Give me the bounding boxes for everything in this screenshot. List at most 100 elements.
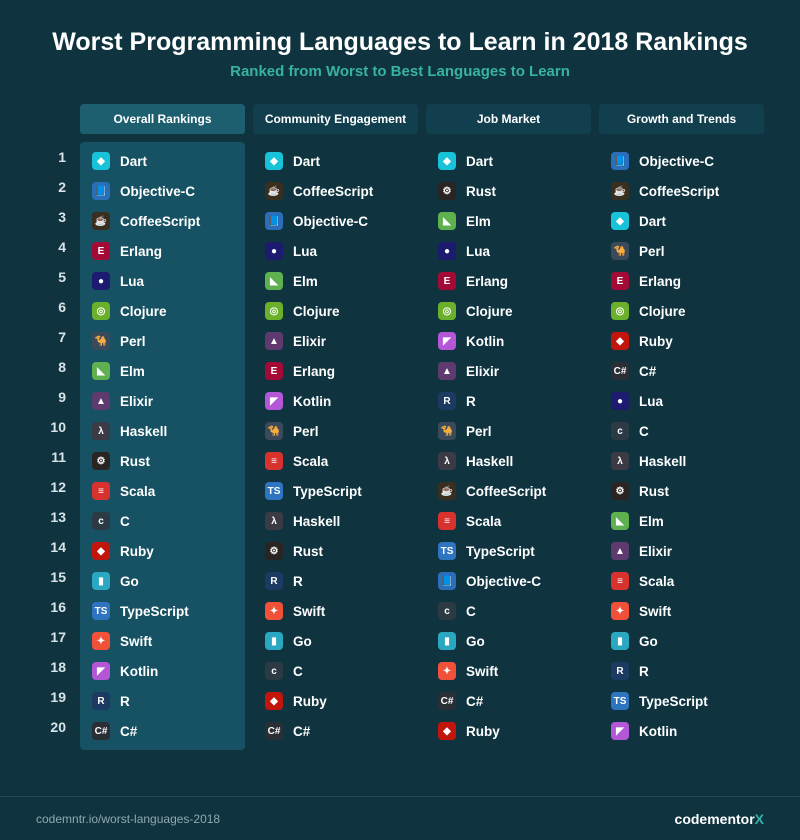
language-label: Elm [639, 514, 664, 529]
language-label: Elixir [120, 394, 153, 409]
language-label: CoffeeScript [120, 214, 200, 229]
list-item: ◣Elm [599, 506, 764, 536]
language-label: Objective-C [466, 574, 541, 589]
language-icon: ≡ [92, 482, 110, 500]
language-icon: C# [92, 722, 110, 740]
list-item: ✦ Swift [426, 656, 591, 686]
language-label: Go [120, 574, 139, 589]
language-label: R [120, 694, 130, 709]
language-icon: ≡ [438, 512, 456, 530]
column-header: Job Market [426, 104, 591, 134]
list-item: 📘 Objective-C [426, 566, 591, 596]
list-item: EErlang [80, 236, 245, 266]
language-icon: ✦ [438, 662, 456, 680]
footer-url: codemntr.io/worst-languages-2018 [36, 812, 220, 826]
language-icon: ≡ [611, 572, 629, 590]
list-item: RR [599, 656, 764, 686]
language-icon: E [265, 362, 283, 380]
rank-number: 5 [36, 262, 72, 292]
language-icon: ▮ [611, 632, 629, 650]
column-header: Overall Rankings [80, 104, 245, 134]
list-item: ⚙Rust [426, 176, 591, 206]
language-icon: ◤ [611, 722, 629, 740]
language-icon: E [611, 272, 629, 290]
footer-brand: codementorX [675, 811, 764, 827]
ranking-column: Overall Rankings◆Dart📘Objective-C☕Coffee… [80, 104, 245, 750]
language-icon: R [265, 572, 283, 590]
language-label: Elixir [639, 544, 672, 559]
language-label: C [120, 514, 130, 529]
rank-number: 3 [36, 202, 72, 232]
rank-number: 13 [36, 502, 72, 532]
list-item: ●Lua [80, 266, 245, 296]
language-icon: ◎ [438, 302, 456, 320]
rank-number: 17 [36, 622, 72, 652]
language-label: Go [639, 634, 658, 649]
list-item: ◎ Clojure [80, 296, 245, 326]
language-icon: TS [265, 482, 283, 500]
language-icon: ● [265, 242, 283, 260]
language-label: Go [466, 634, 485, 649]
language-label: C# [466, 694, 483, 709]
language-label: Swift [466, 664, 498, 679]
language-icon: C# [611, 362, 629, 380]
list-item: cC [253, 656, 418, 686]
language-icon: ◆ [92, 542, 110, 560]
list-item: ●Lua [426, 236, 591, 266]
language-label: C [639, 424, 649, 439]
language-label: Kotlin [120, 664, 158, 679]
list-item: ✦Swift [80, 626, 245, 656]
language-label: TypeScript [293, 484, 362, 499]
list-item: ≡Scala [80, 476, 245, 506]
list-item: ◆Ruby [80, 536, 245, 566]
language-icon: ▮ [438, 632, 456, 650]
language-icon: ◆ [265, 692, 283, 710]
language-icon: 📘 [438, 572, 456, 590]
language-label: Swift [293, 604, 325, 619]
rank-number: 8 [36, 352, 72, 382]
language-label: Kotlin [293, 394, 331, 409]
language-icon: ◤ [92, 662, 110, 680]
list-item: ◤Kotlin [599, 716, 764, 746]
list-item: ◣Elm [426, 206, 591, 236]
language-icon: ▲ [438, 362, 456, 380]
list-item: ☕CoffeeScript [426, 476, 591, 506]
language-label: Objective-C [639, 154, 714, 169]
language-label: CoffeeScript [293, 184, 373, 199]
list-item: ◎Clojure [599, 296, 764, 326]
list-item: ◣Elm [80, 356, 245, 386]
language-label: Clojure [293, 304, 340, 319]
ranking-column: Job Market◆Dart⚙Rust◣Elm●LuaEErlang◎Cloj… [426, 104, 591, 750]
language-label: C# [639, 364, 656, 379]
list-item: ▲Elixir [80, 386, 245, 416]
list-item: λHaskell [80, 416, 245, 446]
rank-column: 1234567891011121314151617181920 [36, 104, 72, 750]
list-item: ●Lua [599, 386, 764, 416]
rank-number: 15 [36, 562, 72, 592]
language-label: C [466, 604, 476, 619]
list-item: ✦Swift [599, 596, 764, 626]
rank-number: 20 [36, 712, 72, 742]
list-item: ▮Go [253, 626, 418, 656]
language-icon: ◎ [92, 302, 110, 320]
language-label: Dart [293, 154, 320, 169]
language-icon: λ [265, 512, 283, 530]
list-item: ◎Clojure [426, 296, 591, 326]
language-icon: ◎ [611, 302, 629, 320]
list-item: 📘Objective-C [599, 146, 764, 176]
list-item: ⚙Rust [80, 446, 245, 476]
language-label: Lua [120, 274, 144, 289]
language-icon: 📘 [92, 182, 110, 200]
language-label: Perl [466, 424, 492, 439]
list-item: C#C# [253, 716, 418, 746]
list-item: ◆Dart [426, 146, 591, 176]
list-item: ✦Swift [253, 596, 418, 626]
language-icon: 🐪 [611, 242, 629, 260]
language-label: Ruby [639, 334, 673, 349]
language-icon: ◆ [438, 722, 456, 740]
language-label: R [466, 394, 476, 409]
list-item: ◆Ruby [426, 716, 591, 746]
list-item: 📘Objective-C [253, 206, 418, 236]
list-item: 🐪Perl [253, 416, 418, 446]
language-label: Clojure [120, 304, 167, 319]
